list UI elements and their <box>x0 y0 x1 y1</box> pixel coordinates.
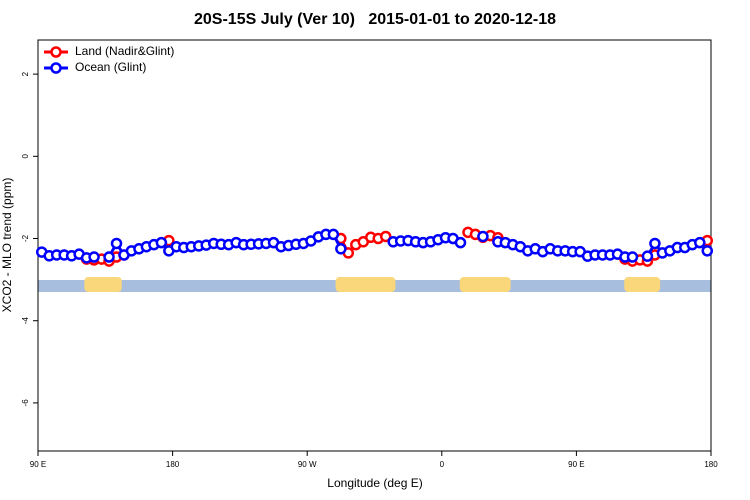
data-point <box>110 237 123 250</box>
data-point <box>327 228 340 241</box>
data-point <box>701 245 714 257</box>
chart-title: 20S-15S July (Ver 10) 2015-01-01 to 2020… <box>194 11 556 28</box>
x-tick-label: 180 <box>166 460 180 469</box>
data-point <box>454 236 467 249</box>
legend-marker <box>50 62 62 74</box>
data-point <box>477 230 489 243</box>
y-tick-label: -2 <box>21 234 30 242</box>
land-mask <box>459 277 511 292</box>
data-point <box>641 250 654 262</box>
y-axis-label: XCO2 - MLO trend (ppm) <box>0 178 14 313</box>
x-tick-label: 90 E <box>568 460 584 469</box>
land-mask <box>335 277 396 292</box>
data-point <box>155 236 168 249</box>
data-point <box>88 251 100 263</box>
land-mask <box>624 277 661 292</box>
y-tick-label: -4 <box>21 317 30 325</box>
y-tick-label: 0 <box>21 154 30 159</box>
legend-label: Land (Nadir&Glint) <box>75 44 174 58</box>
x-tick-label: 90 E <box>30 460 46 469</box>
plot-frame <box>37 39 712 452</box>
legend-label: Ocean (Glint) <box>75 60 146 74</box>
data-point <box>335 243 347 255</box>
y-tick-label: 2 <box>21 71 30 76</box>
x-tick-label: 90 W <box>298 460 317 469</box>
data-point <box>694 236 706 249</box>
x-tick-label: 0 <box>440 460 445 469</box>
data-point <box>103 251 115 263</box>
land-mask <box>84 277 122 292</box>
x-tick-label: 180 <box>704 460 718 469</box>
data-point <box>379 230 392 243</box>
legend-marker <box>50 46 62 58</box>
x-axis-label: Longitude (deg E) <box>327 476 422 490</box>
data-point <box>649 237 661 250</box>
data-point <box>626 251 639 263</box>
y-tick-label: -6 <box>21 399 30 407</box>
